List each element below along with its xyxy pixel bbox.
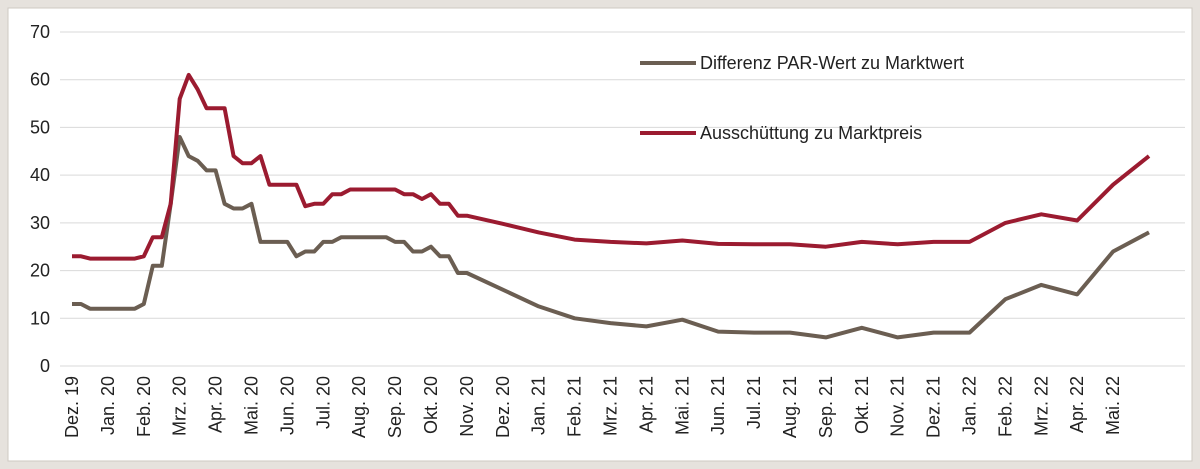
x-tick-label: Dez. 21 bbox=[924, 376, 944, 438]
x-tick-label: Nov. 21 bbox=[888, 376, 908, 437]
x-tick-label: Mrz. 21 bbox=[601, 376, 621, 436]
x-tick-label: Feb. 20 bbox=[134, 376, 154, 437]
y-tick-label: 10 bbox=[30, 308, 50, 328]
y-tick-label: 50 bbox=[30, 117, 50, 137]
x-tick-label: Mai. 22 bbox=[1103, 376, 1123, 435]
y-tick-label: 30 bbox=[30, 213, 50, 233]
x-tick-label: Apr. 21 bbox=[636, 376, 656, 433]
y-tick-label: 60 bbox=[30, 70, 50, 90]
chart-frame bbox=[7, 7, 1193, 462]
legend-label: Ausschüttung zu Marktpreis bbox=[700, 123, 922, 143]
x-tick-label: Mai. 20 bbox=[242, 376, 262, 435]
x-tick-label: Jan. 20 bbox=[98, 376, 118, 435]
x-tick-label: Jan. 22 bbox=[960, 376, 980, 435]
series-line bbox=[72, 135, 1150, 340]
x-tick-label: Apr. 20 bbox=[206, 376, 226, 433]
y-tick-label: 0 bbox=[40, 356, 50, 376]
series-line bbox=[72, 72, 1151, 261]
x-tick-label: Feb. 21 bbox=[565, 376, 585, 437]
x-tick-label: Mrz. 22 bbox=[1031, 376, 1051, 436]
x-tick-label: Sep. 20 bbox=[385, 376, 405, 438]
x-tick-label: Dez. 20 bbox=[493, 376, 513, 438]
x-tick-label: Mai. 21 bbox=[672, 376, 692, 435]
x-tick-label: Jan. 21 bbox=[529, 376, 549, 435]
x-tick-label: Feb. 22 bbox=[995, 376, 1015, 437]
x-tick-label: Jun. 20 bbox=[277, 376, 297, 435]
x-tick-label: Okt. 20 bbox=[421, 376, 441, 434]
y-tick-label: 40 bbox=[30, 165, 50, 185]
x-tick-label: Apr. 22 bbox=[1067, 376, 1087, 433]
legend-label: Differenz PAR-Wert zu Marktwert bbox=[700, 53, 964, 73]
x-tick-label: Dez. 19 bbox=[62, 376, 82, 438]
x-tick-label: Aug. 21 bbox=[780, 376, 800, 438]
y-tick-label: 20 bbox=[30, 261, 50, 281]
x-tick-label: Nov. 20 bbox=[457, 376, 477, 437]
x-tick-label: Jun. 21 bbox=[708, 376, 728, 435]
x-tick-label: Jul. 20 bbox=[313, 376, 333, 429]
x-tick-label: Aug. 20 bbox=[349, 376, 369, 438]
x-tick-label: Sep. 21 bbox=[816, 376, 836, 438]
x-tick-label: Jul. 21 bbox=[744, 376, 764, 429]
x-tick-label: Mrz. 20 bbox=[170, 376, 190, 436]
y-tick-label: 70 bbox=[30, 22, 50, 42]
x-tick-label: Okt. 21 bbox=[852, 376, 872, 434]
